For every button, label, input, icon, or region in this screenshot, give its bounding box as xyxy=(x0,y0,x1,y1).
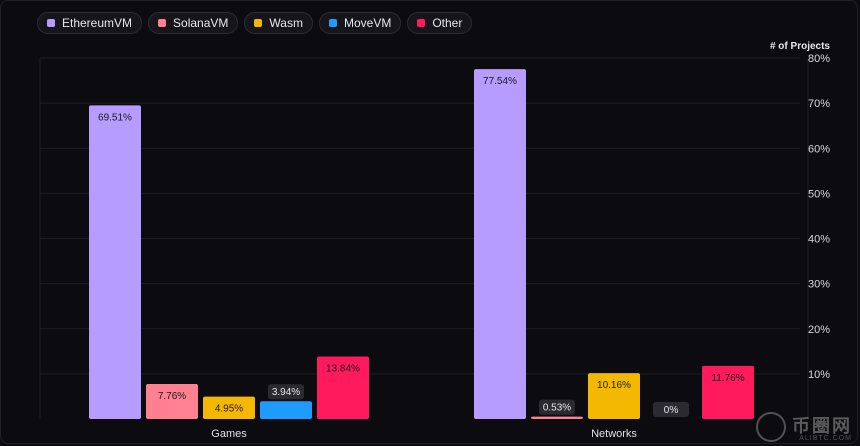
bar-wasm-games[interactable] xyxy=(203,396,255,419)
data-label: 0% xyxy=(664,405,679,416)
legend-label: Wasm xyxy=(269,16,303,30)
watermark-subtext: ALIBTC.COM xyxy=(799,435,852,442)
y-tick-label: 40% xyxy=(808,234,830,246)
x-category-label: Networks xyxy=(591,428,637,440)
legend-swatch xyxy=(47,19,55,27)
data-labels: 69.51% 7.76% 4.95% 3.94% 13.84% 77.54% 0.53% 10… xyxy=(98,76,745,417)
data-label: 10.16% xyxy=(597,380,631,391)
y-tick-label: 10% xyxy=(808,369,830,381)
chart-legend: EthereumVM SolanaVM Wasm MoveVM Other xyxy=(37,12,473,34)
legend-label: SolanaVM xyxy=(173,16,229,30)
legend-item-ethereumvm[interactable]: EthereumVM xyxy=(37,12,143,34)
watermark-text: 币圈网 xyxy=(792,416,852,436)
bar-solanavm-networks[interactable] xyxy=(531,416,583,419)
bar-other-games[interactable] xyxy=(317,356,369,419)
bars xyxy=(89,69,754,420)
y-tick-label: 80% xyxy=(808,53,830,65)
data-label: 4.95% xyxy=(215,404,243,415)
watermark-logo-icon xyxy=(756,412,786,442)
y-tick-label: 50% xyxy=(808,188,830,200)
data-label-background xyxy=(653,402,689,417)
bar-movevm-games[interactable] xyxy=(260,401,312,419)
legend-label: EthereumVM xyxy=(62,16,133,30)
y-tick-label: 70% xyxy=(808,98,830,110)
y-axis-ticks: 10% 20% 30% 40% 50% 60% 70% 80% xyxy=(808,53,830,381)
bar-solanavm-games[interactable] xyxy=(146,383,198,419)
data-label: 13.84% xyxy=(326,364,360,375)
category-labels: Games Networks xyxy=(211,428,637,440)
y-tick-label: 60% xyxy=(808,143,830,155)
data-label: 0.53% xyxy=(543,403,571,414)
legend-swatch xyxy=(328,19,337,27)
watermark: 币圈网 ALIBTC.COM xyxy=(756,412,852,442)
legend-label: Other xyxy=(432,16,463,30)
y-tick-label: 30% xyxy=(808,279,830,291)
y-axis-title: # of Projects xyxy=(770,41,830,52)
bar-wasm-networks[interactable] xyxy=(588,373,640,419)
data-label: 11.76% xyxy=(711,373,744,384)
bar-ethereumvm-games[interactable] xyxy=(89,105,141,420)
data-label: 7.76% xyxy=(158,391,186,402)
bar-other-networks[interactable] xyxy=(702,365,754,419)
data-label: 69.51% xyxy=(98,112,132,123)
grid-lines xyxy=(39,57,809,419)
legend-item-solanavm[interactable]: SolanaVM xyxy=(148,12,239,34)
legend-label: MoveVM xyxy=(343,16,392,30)
legend-item-wasm[interactable]: Wasm xyxy=(244,12,313,34)
data-label-background xyxy=(539,399,575,415)
data-label: 77.54% xyxy=(483,76,517,87)
legend-item-other[interactable]: Other xyxy=(407,12,473,34)
y-tick-label: 20% xyxy=(808,324,830,336)
legend-swatch xyxy=(417,19,426,27)
bar-ethereumvm-networks[interactable] xyxy=(474,69,526,419)
data-label-background xyxy=(268,384,304,400)
legend-swatch xyxy=(254,19,263,27)
data-label: 3.94% xyxy=(272,387,300,398)
legend-swatch xyxy=(158,19,167,27)
x-category-label: Games xyxy=(211,428,247,440)
legend-item-movevm[interactable]: MoveVM xyxy=(318,12,402,34)
